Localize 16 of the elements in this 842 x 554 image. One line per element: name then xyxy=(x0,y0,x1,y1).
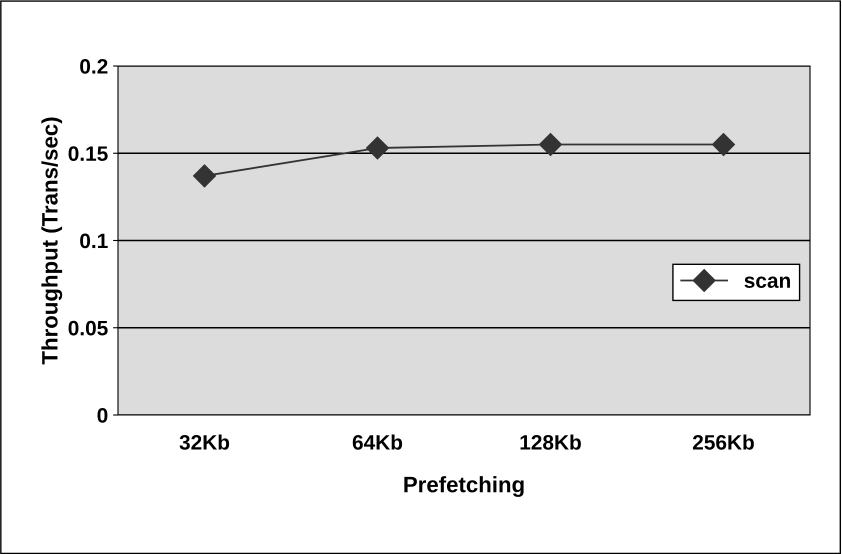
x-tick-label: 32Kb xyxy=(180,434,230,450)
y-tick-label: 0.15 xyxy=(68,146,108,162)
y-tick-label: 0 xyxy=(98,408,108,423)
point xyxy=(712,133,735,156)
y-tick-label: 0.2 xyxy=(80,59,108,74)
y-axis-title: Throughput (Trans/sec) xyxy=(41,118,62,364)
point xyxy=(366,136,389,160)
x-axis-title: Prefetching xyxy=(404,476,524,497)
y-tick-label: 0.1 xyxy=(80,234,108,248)
point xyxy=(193,164,216,188)
legend-label: scan xyxy=(744,276,790,288)
x-tick-label: 128Kb xyxy=(520,434,581,450)
x-tick-label: 256Kb xyxy=(692,434,754,450)
y-tick-label: 0.05 xyxy=(68,320,108,336)
x-tick-label: 64Kb xyxy=(352,434,402,450)
point xyxy=(539,133,562,156)
